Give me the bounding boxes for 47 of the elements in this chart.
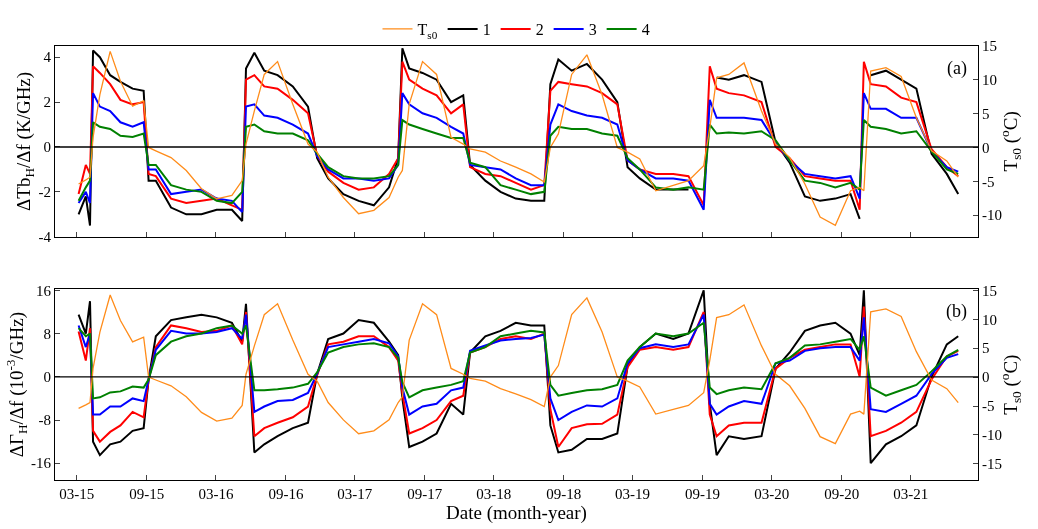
y-tick-label: 4 [43, 49, 52, 66]
y2-tick-label: -10 [982, 427, 1002, 444]
x-tick-label: 09-16 [268, 486, 304, 502]
x-tick-label: 09-15 [129, 486, 165, 502]
y-tick-label: -16 [31, 455, 52, 472]
annotation: (b) [946, 301, 967, 322]
annotation: (a) [947, 58, 967, 79]
legend-label: T$_{s0}$ [417, 21, 438, 41]
y2-tick-label: 0 [982, 139, 990, 156]
x-tick-label: 03-19 [615, 486, 651, 502]
x-tick-label: 09-17 [407, 486, 443, 502]
y2-tick-label: 5 [982, 340, 990, 357]
y-tick-label: -8 [38, 412, 51, 429]
y-tick-label: 16 [36, 282, 52, 299]
y2-tick-label: -5 [982, 173, 995, 190]
x-tick-label: 03-20 [754, 486, 790, 502]
y-tick-label: -4 [38, 228, 52, 245]
legend-label: 1 [482, 21, 491, 39]
x-tick-label: 09-18 [546, 486, 582, 502]
x-tick-label: 09-19 [685, 486, 721, 502]
y-tick-label: -2 [38, 184, 51, 201]
line-series [77, 92, 960, 214]
x-tick-label: 03-16 [198, 486, 234, 502]
y2-tick-label: -10 [982, 207, 1002, 224]
line-series [77, 119, 960, 205]
x-axis-title: Date (month-year) [446, 502, 587, 524]
y-tick-label: 8 [43, 325, 51, 342]
y-tick-label: 0 [43, 139, 51, 156]
x-tick-label: 03-15 [59, 486, 95, 502]
y2-tick-label: -5 [982, 398, 995, 415]
x-tick-label: 03-17 [337, 486, 373, 502]
y2-tick-label: 10 [982, 72, 997, 89]
legend-label: 3 [588, 21, 597, 39]
y2-tick-label: 5 [982, 105, 990, 122]
x-tick-label: 03-21 [893, 486, 929, 502]
legend-label: 4 [641, 21, 650, 39]
legend-label: 2 [535, 21, 544, 39]
x-tick-label: 09-20 [824, 486, 860, 502]
line-series [77, 321, 960, 400]
y2-tick-label: 15 [982, 38, 997, 55]
y2-tick-label: 10 [982, 311, 997, 328]
y2-tick-label: 15 [982, 282, 997, 299]
y2-tick-label: -15 [982, 456, 1002, 473]
y-tick-label: 0 [43, 369, 51, 386]
x-tick-label: 03-18 [476, 486, 512, 502]
y-tick-label: 2 [43, 94, 51, 111]
y2-tick-label: 0 [982, 369, 990, 386]
